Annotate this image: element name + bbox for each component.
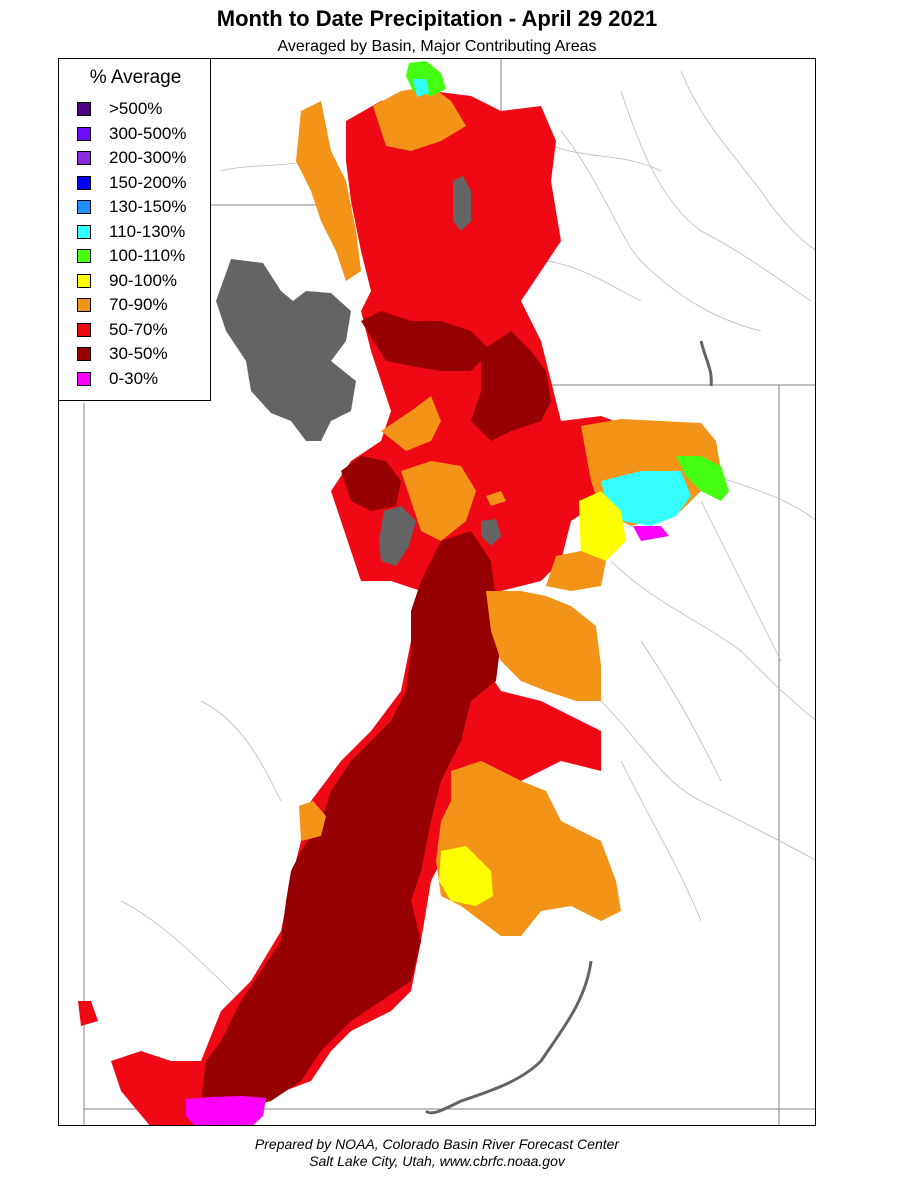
legend-item: 200-300%	[77, 148, 187, 168]
credit-line-2: Salt Lake City, Utah, www.cbrfc.noaa.gov	[309, 1153, 565, 1169]
flaming-gorge	[699, 340, 713, 387]
legend-label: 200-300%	[109, 148, 187, 167]
legend-swatch	[77, 175, 91, 190]
legend-item: 150-200%	[77, 173, 187, 193]
map-subtitle: Averaged by Basin, Major Contributing Ar…	[277, 38, 597, 55]
basin-regions	[78, 61, 729, 1125]
map-area[interactable]	[58, 58, 816, 1126]
legend-swatch	[77, 224, 91, 239]
legend-label: 0-30%	[109, 368, 159, 388]
legend-item: 30-50%	[77, 344, 168, 364]
legend-item: 300-500%	[77, 124, 187, 144]
credit-line-1: Prepared by NOAA, Colorado Basin River F…	[254, 1136, 620, 1152]
legend-swatch	[77, 126, 91, 141]
legend-swatch	[77, 347, 91, 361]
legend-item: 70-90%	[77, 295, 168, 315]
legend-swatch	[77, 102, 91, 116]
legend-swatch	[77, 322, 91, 337]
legend-item: 100-110%	[77, 246, 185, 266]
legend-label: >500%	[109, 99, 163, 118]
credit-text: Prepared by NOAA, Colorado Basin River F…	[0, 1136, 874, 1170]
legend-label: 30-50%	[109, 344, 168, 363]
legend-label: 300-500%	[109, 123, 187, 143]
map-legend: % Average >500% 300-500% 200-300% 150-200% 1…	[58, 58, 211, 401]
legend-item: >500%	[77, 99, 162, 119]
great-salt-lake	[216, 259, 356, 441]
legend-label: 70-90%	[109, 295, 168, 314]
legend-item: 90-100%	[77, 271, 177, 291]
legend-swatch	[77, 273, 91, 288]
legend-swatch	[77, 249, 91, 263]
legend-swatch	[77, 200, 91, 214]
map-title: Month to Date Precipitation - April 29 2…	[216, 6, 658, 31]
legend-title: % Average	[89, 67, 182, 88]
legend-swatch	[77, 298, 91, 312]
legend-label: 100-110%	[109, 246, 186, 265]
legend-swatch	[77, 151, 91, 165]
legend-item: 0-30%	[77, 369, 158, 389]
lake-powell	[424, 960, 593, 1115]
legend-item: 110-130%	[77, 222, 185, 242]
legend-label: 150-200%	[109, 172, 187, 192]
legend-label: 130-150%	[109, 197, 187, 216]
legend-label: 50-70%	[109, 319, 168, 339]
legend-item: 130-150%	[77, 197, 187, 217]
legend-label: 110-130%	[109, 221, 186, 241]
legend-label: 90-100%	[109, 270, 178, 290]
legend-item: 50-70%	[77, 320, 168, 340]
legend-swatch	[77, 371, 91, 386]
precipitation-map	[78, 59, 815, 1125]
